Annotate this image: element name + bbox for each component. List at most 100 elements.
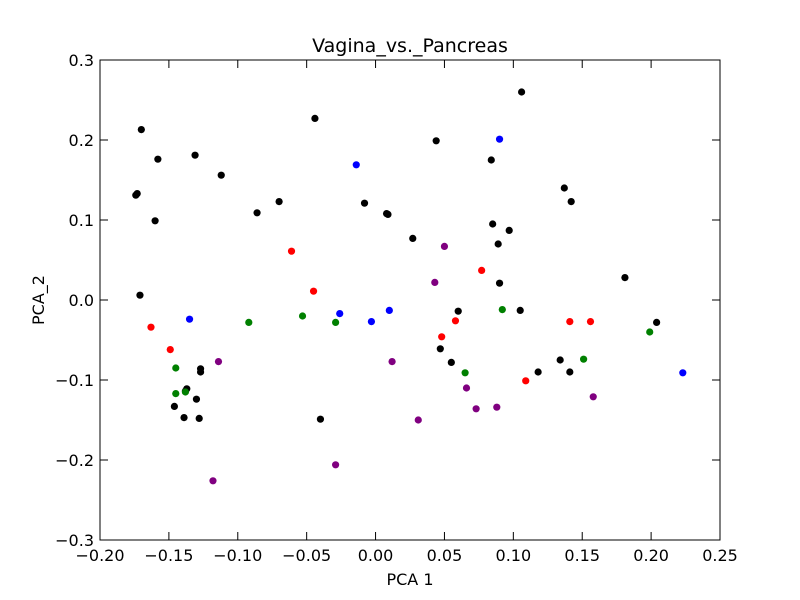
x-axis: −0.20 −0.15 −0.10 −0.05 0.00 0.05 0.10 0.15 0.20… (75, 60, 738, 565)
data-point (388, 358, 396, 366)
data-point (253, 209, 261, 217)
y-tick-label: 0.3 (69, 51, 94, 70)
data-point (360, 199, 369, 207)
data-point (172, 364, 180, 372)
data-point (133, 190, 141, 198)
data-point (447, 358, 455, 366)
data-point (431, 278, 439, 286)
data-point (493, 403, 501, 411)
data-point (298, 312, 307, 320)
data-point (209, 477, 217, 485)
data-point (217, 171, 225, 179)
x-tick-label: −0.20 (75, 546, 124, 565)
data-point (137, 126, 145, 134)
data-point (352, 161, 360, 169)
data-point (166, 346, 174, 354)
data-point (566, 318, 574, 326)
y-tick-label: −0.3 (55, 531, 94, 550)
data-point (589, 393, 597, 401)
data-point (567, 198, 575, 206)
data-point (192, 395, 201, 403)
data-point (154, 155, 162, 163)
data-point (440, 242, 449, 250)
x-tick-label: −0.15 (144, 546, 193, 565)
x-tick-label: 0.15 (564, 546, 600, 565)
data-point (495, 279, 504, 287)
data-point (172, 390, 180, 398)
data-point (495, 135, 504, 143)
x-tick-label: 0.05 (427, 546, 463, 565)
data-point (487, 156, 495, 164)
y-tick-label: −0.1 (55, 371, 94, 390)
x-tick-label: 0.10 (496, 546, 532, 565)
data-point (646, 328, 654, 336)
data-point (332, 318, 340, 326)
data-point (621, 274, 629, 282)
data-point (181, 388, 190, 396)
data-point (461, 369, 469, 377)
data-point (309, 287, 318, 295)
data-point (478, 266, 486, 274)
data-point (196, 368, 205, 376)
data-point (586, 318, 595, 326)
x-tick-label: 0.25 (702, 546, 738, 565)
y-tick-label: 0.1 (69, 211, 94, 230)
data-point (332, 461, 340, 469)
data-point (287, 247, 296, 255)
y-axis-label: PCA_2 (29, 275, 49, 325)
data-point (566, 368, 574, 376)
x-axis-label: PCA 1 (386, 570, 433, 589)
plot-frame (99, 59, 721, 541)
chart-title: Vagina_vs._Pancreas (312, 35, 508, 57)
data-point (454, 307, 462, 315)
data-point (472, 405, 480, 413)
data-point (170, 402, 178, 410)
data-point (245, 318, 253, 326)
data-point (560, 184, 568, 192)
data-point (214, 358, 223, 366)
data-point (147, 323, 155, 331)
data-point (505, 226, 513, 234)
data-point (438, 333, 446, 341)
y-tick-label: −0.2 (55, 451, 94, 470)
data-point (180, 414, 188, 422)
data-point (518, 88, 526, 96)
data-point (311, 114, 319, 122)
data-point (489, 220, 497, 228)
data-point (185, 315, 194, 323)
data-point (436, 345, 444, 353)
x-tick-label: −0.05 (282, 546, 331, 565)
data-point (462, 384, 471, 392)
data-point (522, 377, 530, 385)
y-axis: −0.3 −0.2 −0.1 0.0 0.1 0.2 0.3 (55, 51, 720, 550)
data-point (151, 217, 159, 225)
data-point (653, 318, 661, 326)
data-point (679, 369, 687, 377)
y-tick-label: 0.2 (69, 131, 94, 150)
x-tick-label: −0.10 (213, 546, 262, 565)
data-point (494, 240, 502, 248)
x-tick-label: 0.00 (358, 546, 394, 565)
y-tick-label: 0.0 (69, 291, 94, 310)
data-point (534, 368, 542, 376)
data-point (136, 291, 144, 299)
data-point (195, 414, 203, 422)
data-point (367, 318, 376, 326)
data-point (409, 234, 417, 242)
x-tick-label: 0.20 (633, 546, 669, 565)
data-point (516, 306, 524, 314)
data-point (191, 151, 199, 159)
data-point (316, 415, 325, 423)
data-point (336, 310, 344, 318)
data-point (451, 317, 460, 325)
data-point (384, 210, 392, 218)
data-point (580, 355, 588, 363)
data-point (275, 198, 283, 206)
data-point (498, 306, 506, 314)
data-point (385, 306, 393, 314)
data-point (432, 137, 440, 145)
data-point (414, 416, 422, 424)
data-point (556, 356, 564, 364)
plot-area (132, 88, 687, 485)
